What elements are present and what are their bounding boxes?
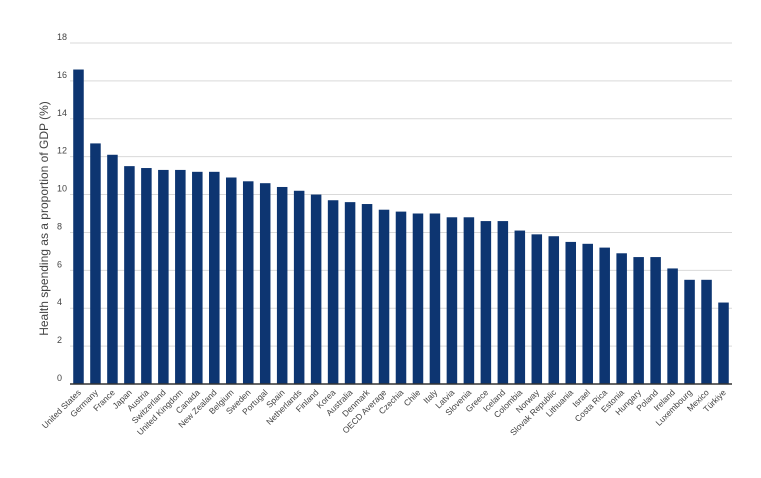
bar bbox=[259, 183, 271, 384]
y-tick-label: 14 bbox=[57, 108, 67, 118]
bars bbox=[73, 69, 729, 385]
bar bbox=[361, 204, 373, 384]
bar bbox=[276, 186, 288, 384]
bar bbox=[209, 171, 220, 384]
y-tick-label: 18 bbox=[57, 32, 67, 42]
bar bbox=[667, 268, 678, 384]
bar bbox=[175, 169, 186, 384]
bar bbox=[158, 169, 169, 384]
bar bbox=[718, 302, 729, 384]
bar bbox=[124, 166, 135, 384]
bar bbox=[633, 257, 644, 384]
bar bbox=[514, 230, 526, 384]
y-tick-label: 0 bbox=[57, 373, 62, 383]
y-axis-ticks: 0 2 4 6 8 10 12 14 16 18 bbox=[57, 32, 67, 383]
bar bbox=[310, 194, 322, 384]
bar bbox=[582, 243, 593, 384]
bar bbox=[225, 177, 237, 384]
bar bbox=[480, 221, 492, 384]
bar bbox=[327, 200, 339, 384]
y-tick-label: 2 bbox=[57, 335, 62, 345]
y-tick-label: 4 bbox=[57, 297, 62, 307]
y-tick-label: 12 bbox=[57, 146, 67, 156]
x-axis-labels: United StatesGermanyFranceJapanAustriaSw… bbox=[40, 387, 728, 438]
bar bbox=[565, 241, 577, 384]
y-axis-title: Health spending as a proportion of GDP (… bbox=[37, 101, 51, 336]
bar bbox=[701, 279, 712, 384]
x-tick-label: Chile bbox=[402, 387, 423, 408]
bar bbox=[293, 190, 305, 384]
bar bbox=[90, 143, 101, 384]
y-tick-label: 6 bbox=[57, 259, 62, 269]
bar bbox=[395, 211, 407, 384]
bar bbox=[107, 154, 118, 384]
bar bbox=[242, 181, 254, 384]
bar bbox=[531, 234, 543, 384]
bar bbox=[412, 213, 424, 384]
bar bbox=[650, 257, 661, 384]
y-tick-label: 8 bbox=[57, 221, 62, 231]
bar bbox=[497, 221, 509, 384]
bar bbox=[599, 247, 610, 384]
bar bbox=[463, 217, 475, 384]
y-tick-label: 10 bbox=[57, 184, 67, 194]
bar bbox=[73, 69, 84, 385]
bar bbox=[378, 209, 390, 384]
bar bbox=[429, 213, 441, 384]
y-tick-label: 16 bbox=[57, 70, 67, 80]
bar bbox=[141, 168, 152, 384]
bar bbox=[548, 236, 560, 384]
bar bbox=[446, 217, 458, 384]
bar bbox=[192, 171, 203, 384]
bar bbox=[616, 253, 627, 384]
bar bbox=[684, 279, 695, 384]
bar bbox=[344, 202, 356, 384]
